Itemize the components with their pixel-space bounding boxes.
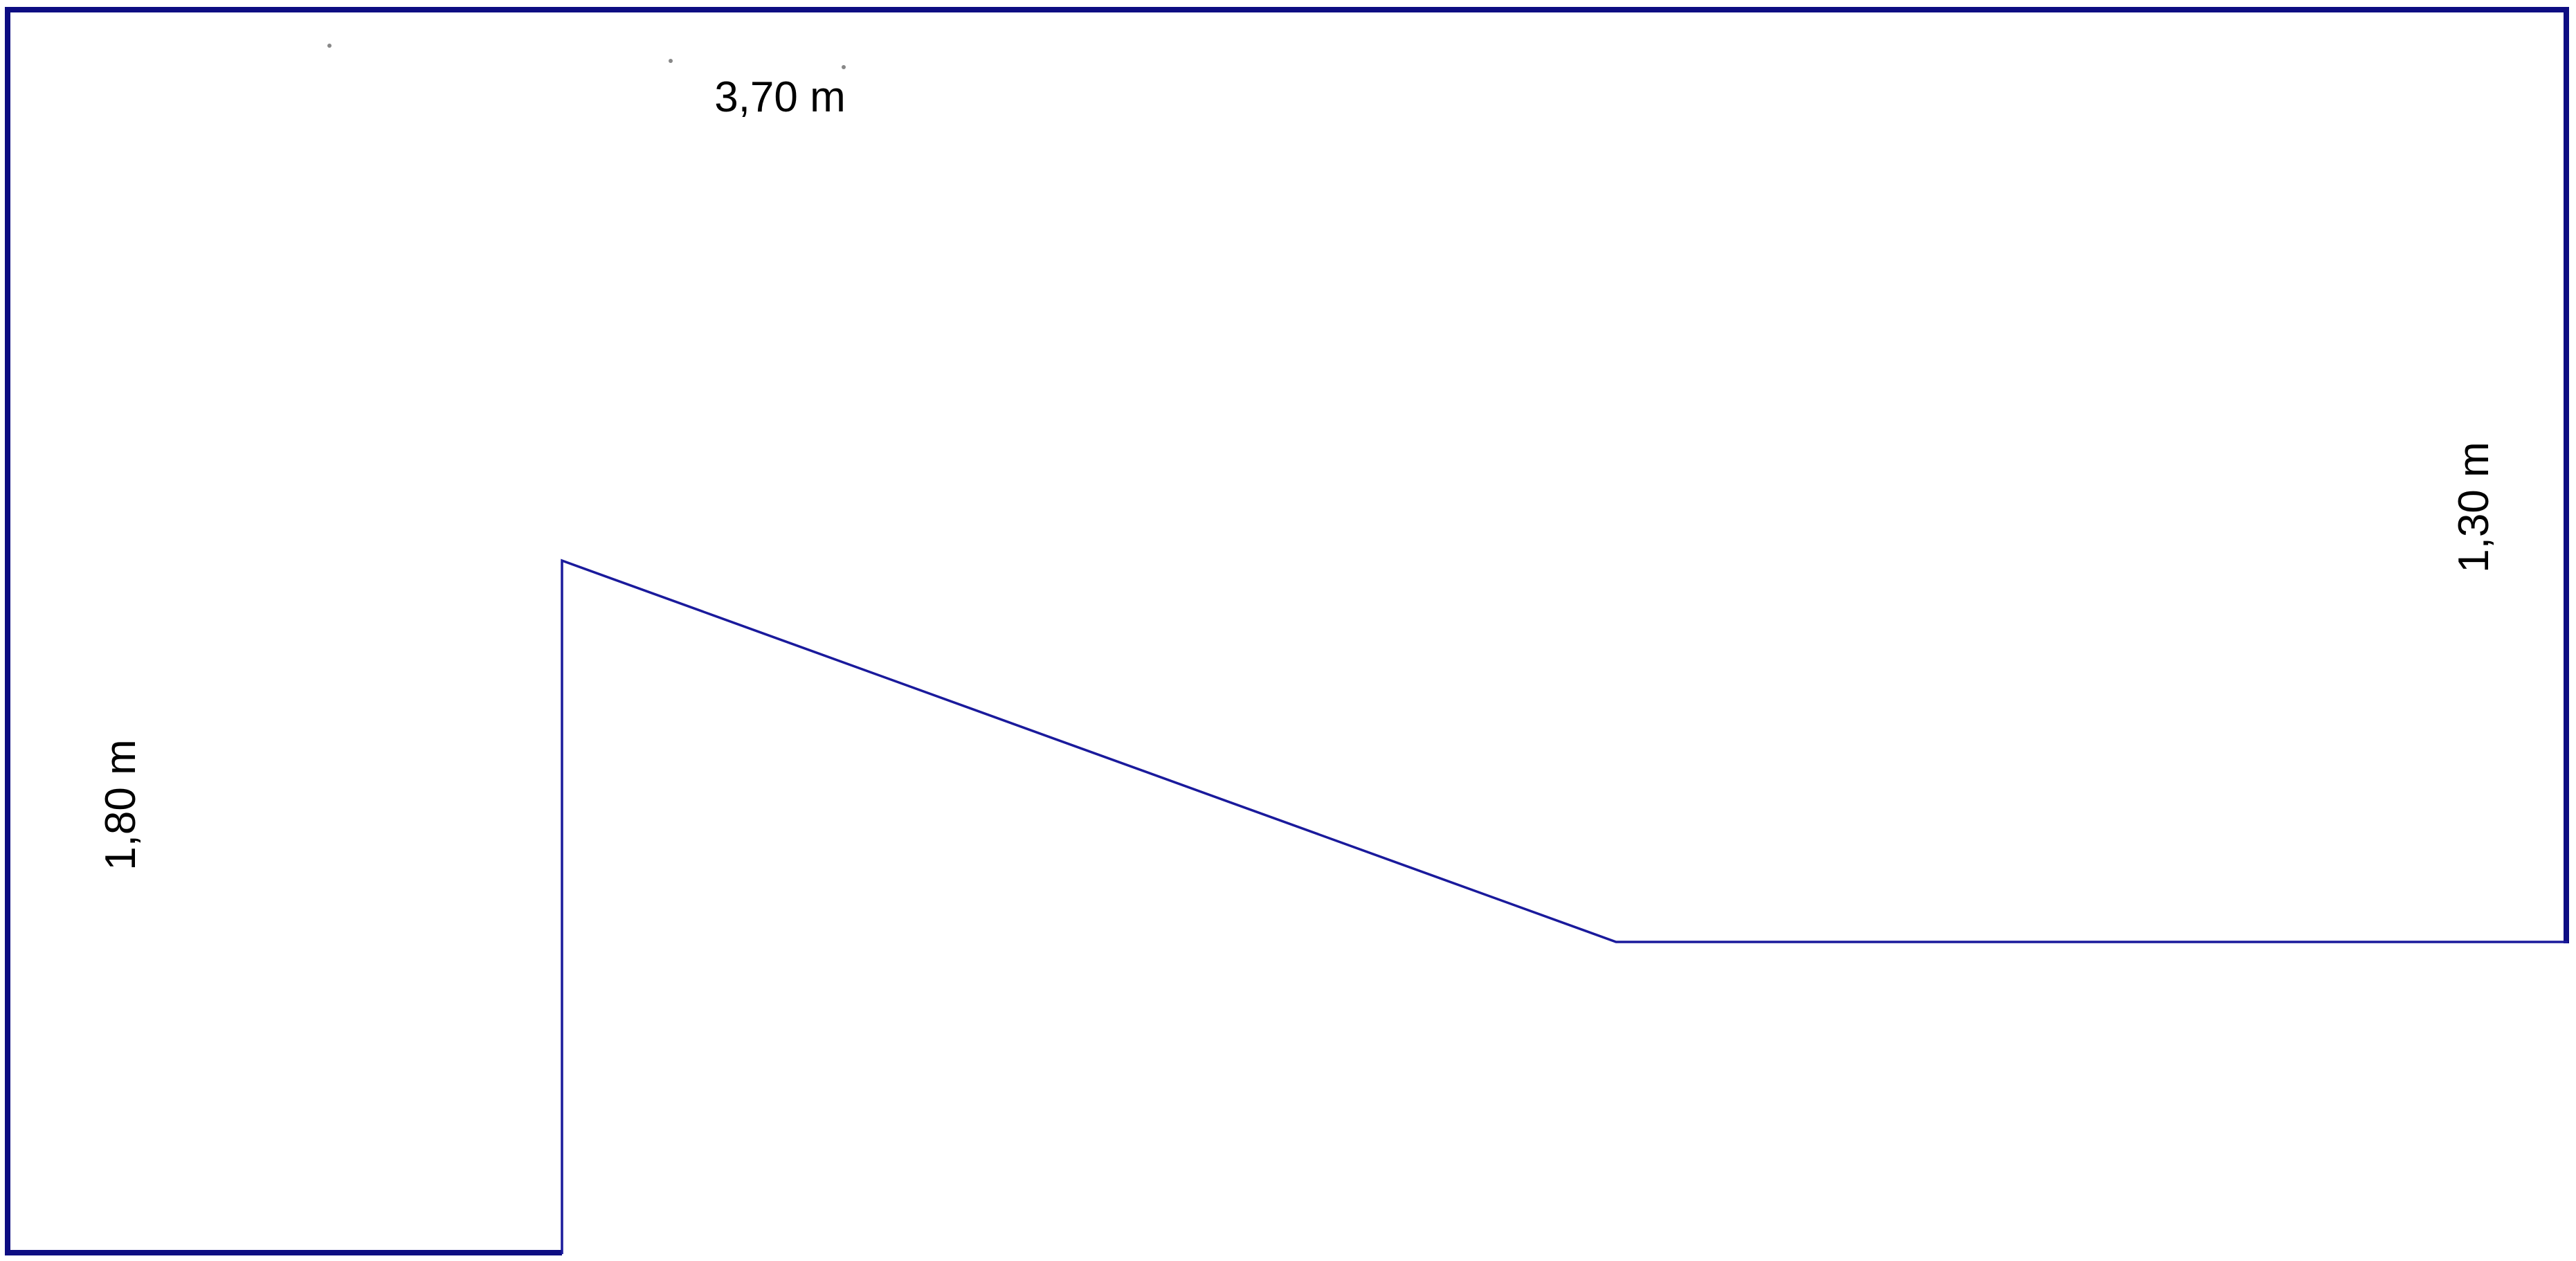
top-width-dimension-label: 3,70 m <box>714 73 846 121</box>
outer-border <box>5 7 2569 1255</box>
left-depth-dimension-label: 1,80 m <box>97 739 145 871</box>
artifact-speck <box>669 59 673 63</box>
floor-profile-line <box>561 559 2568 1254</box>
artifact-speck <box>842 65 846 69</box>
artifact-speck <box>327 44 332 48</box>
right-depth-dimension-label: 1,30 m <box>2450 442 2498 573</box>
